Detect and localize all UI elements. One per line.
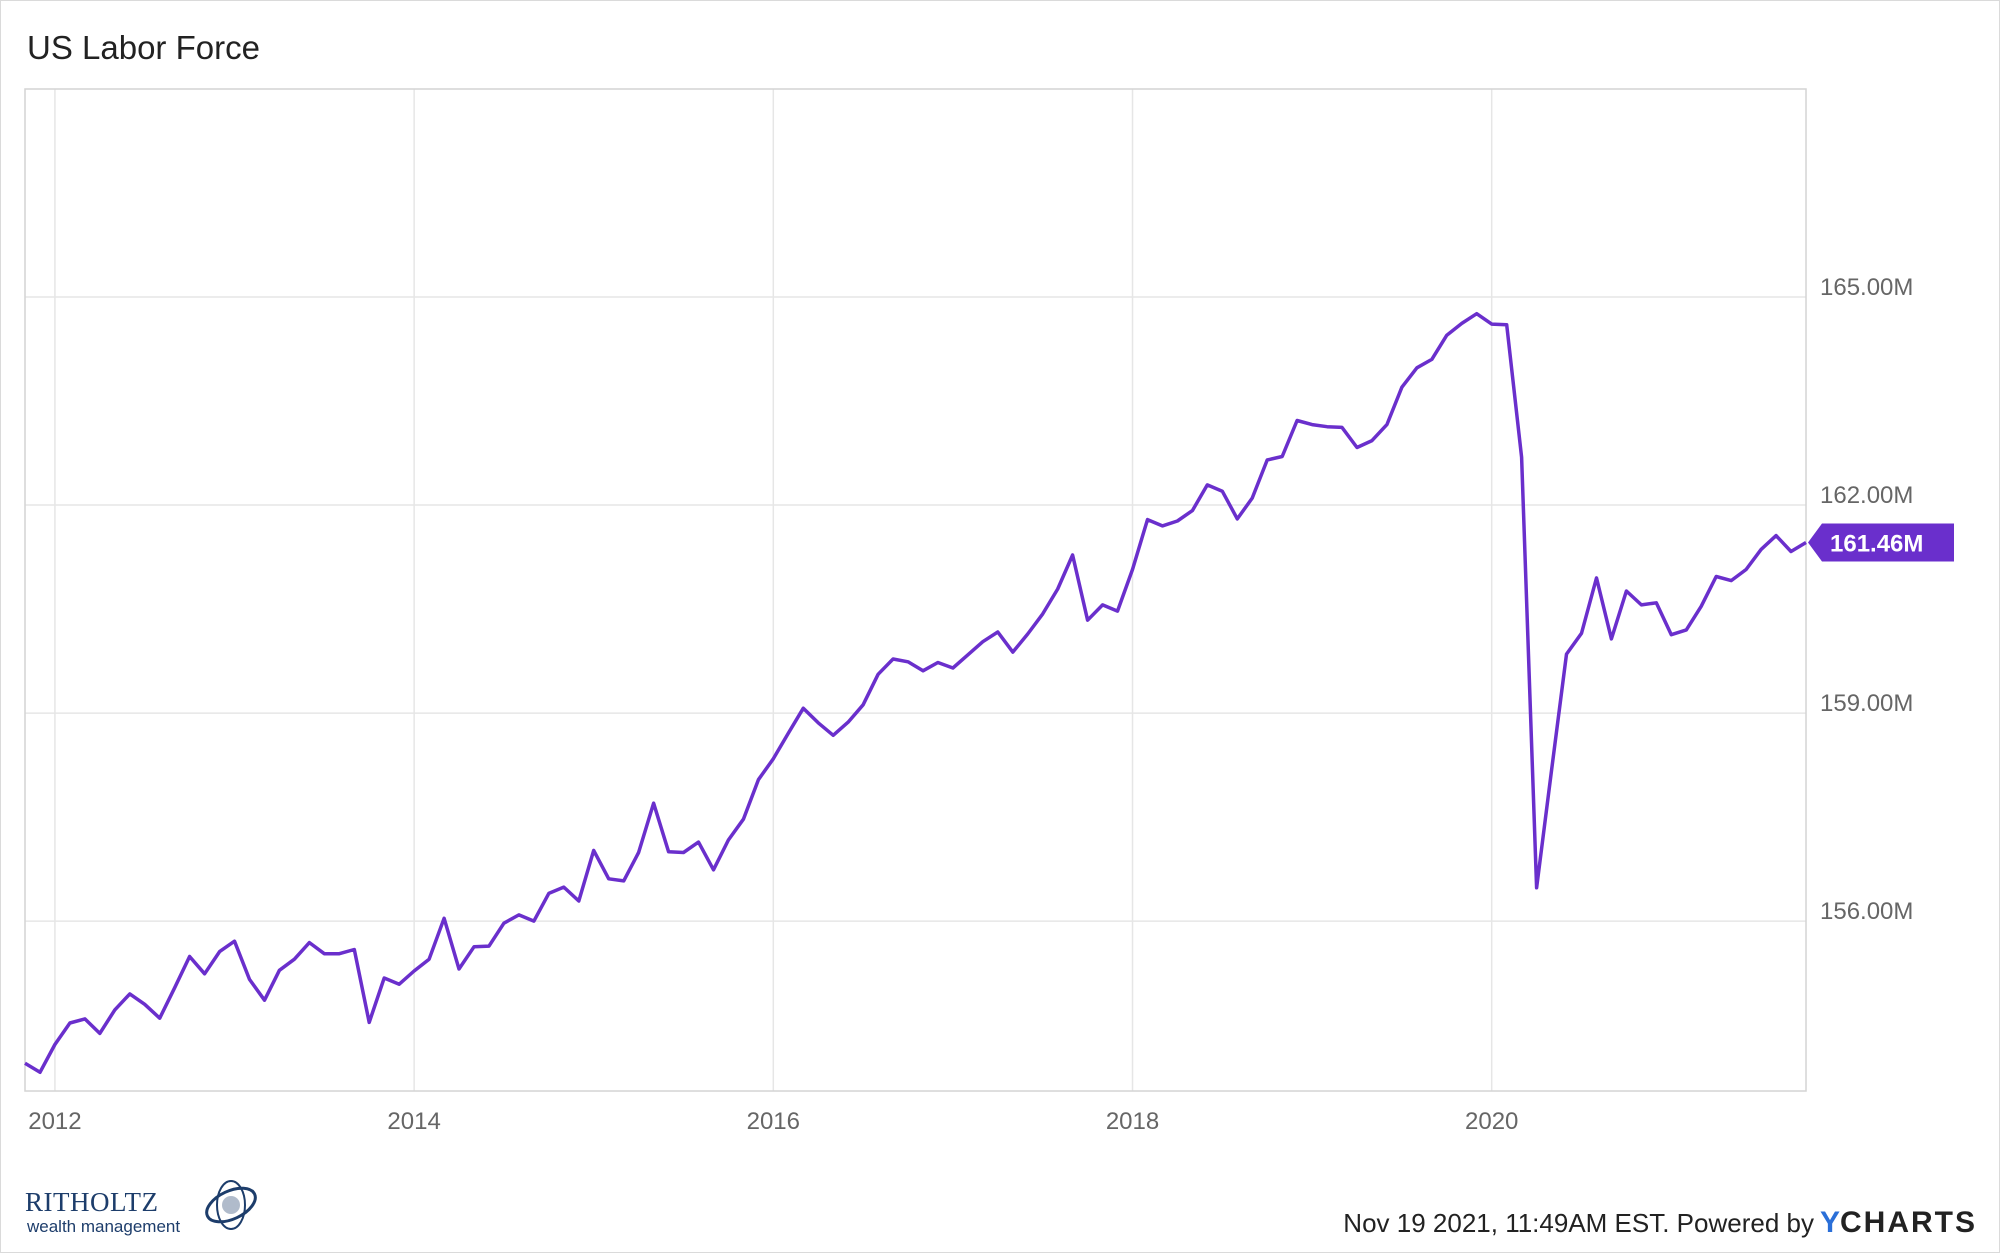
logo-globe-icon (205, 1180, 257, 1230)
chart-title: US Labor Force (27, 29, 260, 66)
y-tick-label: 156.00M (1820, 898, 1913, 925)
series-line-group (24, 311, 1807, 1075)
last-value-badge-shape (1808, 523, 1954, 562)
axis-labels: 156.00M 159.00M 162.00M 165.00M 2012 2014 2016… (28, 274, 1913, 1135)
ycharts-logo-y[interactable]: Y (1819, 1206, 1840, 1239)
logo-subtitle: wealth management (27, 1217, 181, 1236)
x-tick-label: 2020 (1465, 1108, 1518, 1135)
footer-timestamp: Nov 19 2021, 11:49AM EST. Powered by (1343, 1208, 1814, 1238)
ritholtz-logo: RITHOLTZ wealth management (25, 1173, 265, 1237)
ycharts-logo-text[interactable]: CHARTS (1840, 1206, 1977, 1239)
y-tick-label: 165.00M (1820, 274, 1913, 301)
plot-frame (24, 88, 1807, 1092)
series-line (24, 311, 1807, 1075)
x-tick-label: 2016 (747, 1108, 800, 1135)
x-tick-label: 2012 (28, 1108, 81, 1135)
grid-lines (25, 89, 1806, 1091)
last-value-badge: 161.46M (1808, 523, 1954, 562)
y-tick-label: 159.00M (1820, 690, 1913, 717)
last-value-label: 161.46M (1830, 531, 1923, 558)
x-tick-label: 2014 (387, 1108, 440, 1135)
logo-name: RITHOLTZ (25, 1187, 159, 1217)
y-tick-label: 162.00M (1820, 482, 1913, 509)
footer-credit: Nov 19 2021, 11:49AM EST. Powered by YCHA… (1343, 1206, 1977, 1240)
x-tick-label: 2018 (1106, 1108, 1159, 1135)
